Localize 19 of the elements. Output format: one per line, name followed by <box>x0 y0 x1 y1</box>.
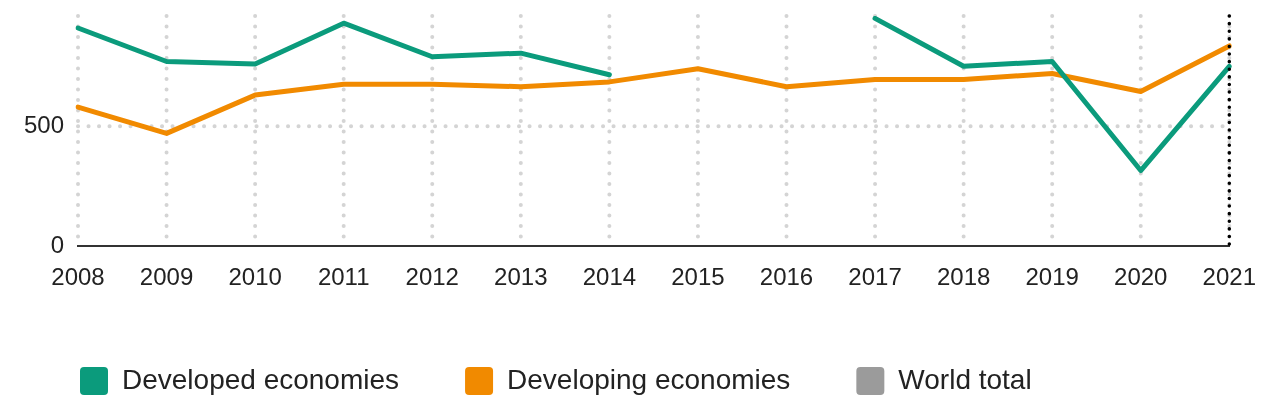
legend-label: Developing economies <box>507 363 791 395</box>
y-tick-label: 0 <box>50 230 64 258</box>
x-tick-label: 2018 <box>936 263 991 291</box>
x-tick-label: 2009 <box>139 263 194 291</box>
x-tick-label: 2014 <box>582 263 637 291</box>
x-tick-label: 2021 <box>1202 263 1256 291</box>
x-tick-label: 2008 <box>51 263 105 291</box>
x-tick-label: 2013 <box>494 263 548 291</box>
y-tick-label: 500 <box>23 110 64 138</box>
x-tick-label: 2011 <box>317 263 370 291</box>
x-tick-label: 2012 <box>405 263 459 291</box>
x-tick-label: 2016 <box>759 263 814 291</box>
x-tick-label: 2017 <box>848 263 902 291</box>
x-tick-label: 2019 <box>1025 263 1079 291</box>
x-tick-label: 2010 <box>228 263 282 291</box>
legend-label: World total <box>898 363 1032 395</box>
legend-label: Developed economies <box>122 363 400 395</box>
x-tick-label: 2020 <box>1114 263 1168 291</box>
x-tick-label: 2015 <box>671 263 725 291</box>
